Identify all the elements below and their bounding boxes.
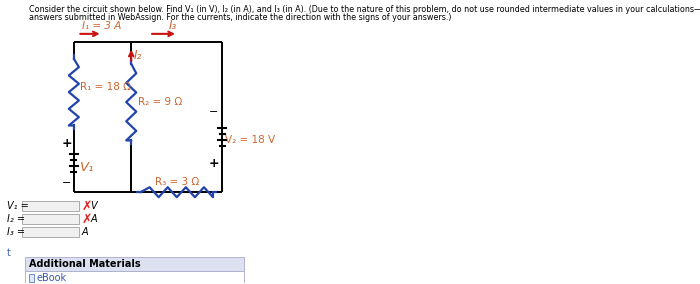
Text: I₁ = 3 A: I₁ = 3 A [83,21,122,31]
Text: ✗: ✗ [82,200,92,213]
Text: V₁: V₁ [80,161,94,174]
Text: I₃ =: I₃ = [7,227,25,237]
FancyBboxPatch shape [25,271,244,284]
FancyBboxPatch shape [29,274,34,282]
Text: R₂ = 9 Ω: R₂ = 9 Ω [138,97,182,107]
FancyBboxPatch shape [22,201,79,211]
Text: eBook: eBook [36,273,66,283]
Text: t: t [7,248,11,258]
FancyBboxPatch shape [22,214,79,224]
Text: +: + [209,157,219,170]
Text: +: + [62,137,72,150]
Text: I₂ =: I₂ = [7,214,25,224]
Text: I₃: I₃ [169,19,177,32]
FancyBboxPatch shape [25,257,244,271]
Text: answers submitted in WebAssign. For the currents, indicate the direction with th: answers submitted in WebAssign. For the … [29,13,452,22]
FancyBboxPatch shape [22,227,79,237]
Text: R₁ = 18 Ω: R₁ = 18 Ω [80,82,131,92]
Text: A: A [82,227,88,237]
Text: Consider the circuit shown below. Find V₁ (in V), I₂ (in A), and I₃ (in A). (Due: Consider the circuit shown below. Find V… [29,5,700,14]
Text: I₂: I₂ [134,49,142,62]
Text: A: A [90,214,97,224]
Text: −: − [209,106,218,116]
Text: −: − [62,178,71,188]
Text: V₁ =: V₁ = [7,201,29,211]
Text: V₂ = 18 V: V₂ = 18 V [225,135,275,145]
Text: V: V [90,201,97,211]
Text: Additional Materials: Additional Materials [29,259,140,269]
Text: R₃ = 3 Ω: R₃ = 3 Ω [155,177,199,187]
Text: ✗: ✗ [82,213,92,225]
